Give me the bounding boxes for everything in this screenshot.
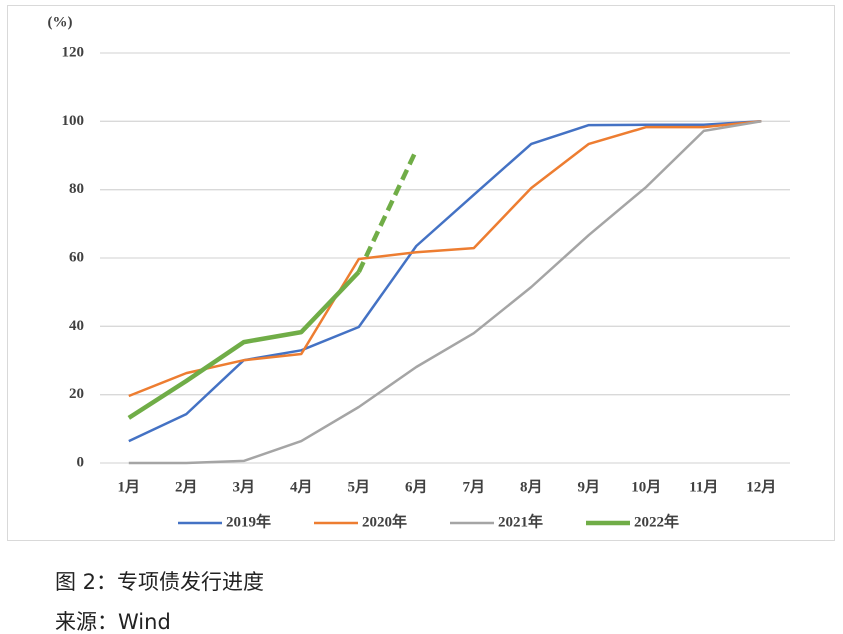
x-tick-label: 8月 <box>520 478 543 495</box>
line <box>128 120 762 398</box>
y-tick-label: 20 <box>69 386 84 402</box>
source-note: 来源：Wind <box>55 610 171 634</box>
line <box>128 120 762 443</box>
x-tick-label: 11月 <box>689 478 718 495</box>
y-tick-label: 0 <box>77 454 85 470</box>
x-tick-label: 9月 <box>577 478 600 495</box>
x-tick-label: 10月 <box>631 478 661 495</box>
legend-label: 2022年 <box>634 512 679 530</box>
x-tick-label: 7月 <box>462 478 485 495</box>
x-tick-label: 3月 <box>232 478 255 495</box>
legend-label: 2021年 <box>498 512 543 530</box>
x-tick-label: 4月 <box>290 478 313 495</box>
x-tick-label: 12月 <box>746 478 776 495</box>
chart-frame <box>7 5 835 541</box>
line <box>127 270 361 420</box>
y-tick-label: 120 <box>62 44 85 60</box>
y-tick-label: 100 <box>62 113 85 129</box>
line <box>128 120 762 465</box>
figure-caption: 图 2：专项债发行进度 <box>55 570 265 594</box>
y-tick-label: 80 <box>69 181 84 197</box>
x-tick-label: 5月 <box>347 478 370 495</box>
x-tick-label: 2月 <box>175 478 198 495</box>
x-tick-label: 6月 <box>405 478 428 495</box>
line-dashed <box>356 149 419 273</box>
chart: (%) 0 20 40 60 80 100 120 1月 2月 3月 4月 5月 6月 7月 8月 9月 10月… <box>7 5 835 541</box>
y-tick-label: 60 <box>69 249 84 265</box>
y-tick-label: 40 <box>69 318 84 334</box>
y-axis-label: (%) <box>48 14 73 30</box>
x-tick-label: 1月 <box>117 478 140 495</box>
legend-label: 2020年 <box>362 512 407 530</box>
legend-label: 2019年 <box>226 512 271 530</box>
